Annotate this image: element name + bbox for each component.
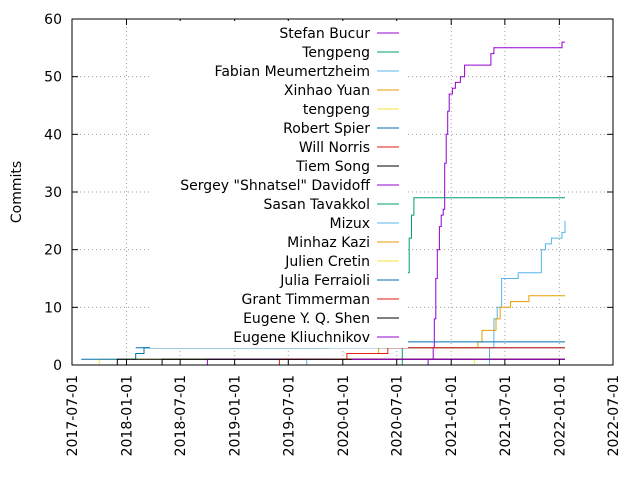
y-tick-label: 0 bbox=[53, 358, 62, 374]
series-line-12 bbox=[468, 358, 565, 366]
legend-label: Grant Timmerman bbox=[242, 292, 371, 308]
series-line-10 bbox=[234, 358, 565, 366]
legend-label: Sergey "Shnatsel" Davidoff bbox=[180, 178, 370, 194]
legend-label: Xinhao Yuan bbox=[284, 83, 370, 99]
series-line-0 bbox=[420, 41, 565, 366]
x-tick-label: 2018-07-01 bbox=[173, 375, 189, 456]
series-line-4 bbox=[81, 358, 565, 366]
series-line-7 bbox=[153, 358, 565, 366]
x-tick-label: 2021-07-01 bbox=[498, 375, 514, 456]
legend-label: Eugene Y. Q. Shen bbox=[243, 311, 370, 327]
legend-label: Mizux bbox=[330, 216, 370, 232]
y-axis-label: Commits bbox=[9, 161, 25, 223]
series-line-2 bbox=[482, 220, 566, 366]
x-tick-label: 2019-07-01 bbox=[281, 375, 297, 456]
y-tick-label: 10 bbox=[44, 300, 62, 316]
y-tick-label: 40 bbox=[44, 127, 62, 143]
legend-label: Robert Spier bbox=[283, 121, 370, 137]
x-tick-label: 2019-01-01 bbox=[228, 375, 244, 456]
legend-label: Julien Cretin bbox=[284, 254, 370, 270]
x-tick-label: 2022-07-01 bbox=[606, 375, 622, 456]
x-tick-label: 2022-01-01 bbox=[552, 375, 568, 456]
x-tick-label: 2018-01-01 bbox=[120, 375, 136, 456]
series-line-1 bbox=[397, 197, 565, 366]
axis-ticks: 0 10 20 30 40 50 60 2017-07-01 2018-01-01 2018-07… bbox=[44, 12, 622, 456]
x-tick-label: 2021-01-01 bbox=[444, 375, 460, 456]
legend-label: Eugene Kliuchnikov bbox=[233, 330, 370, 346]
y-tick-label: 30 bbox=[44, 185, 62, 201]
series-line-14 bbox=[198, 358, 565, 366]
y-tick-label: 60 bbox=[44, 12, 62, 28]
legend-label: Sasan Tavakkol bbox=[263, 197, 370, 213]
legend-label: Will Norris bbox=[299, 140, 370, 156]
legend-label: Tiem Song bbox=[295, 159, 370, 175]
legend-label: Fabian Meumertzheim bbox=[215, 64, 370, 80]
x-tick-label: 2020-01-01 bbox=[336, 375, 352, 456]
y-tick-label: 20 bbox=[44, 243, 62, 259]
legend-label: Stefan Bucur bbox=[279, 26, 370, 42]
legend-background bbox=[150, 21, 408, 348]
y-tick-label: 50 bbox=[44, 70, 62, 86]
x-tick-label: 2017-07-01 bbox=[65, 375, 81, 456]
series-line-5 bbox=[81, 347, 565, 360]
series-line-15 bbox=[81, 358, 565, 366]
series-line-6 bbox=[342, 347, 565, 360]
legend-label: Minhaz Kazi bbox=[287, 235, 370, 251]
legend-label: tengpeng bbox=[303, 102, 370, 118]
legend: Stefan Bucur Tengpeng Fabian Meumertzheim X… bbox=[150, 21, 408, 348]
legend-label: Julia Ferraioli bbox=[279, 273, 370, 289]
x-tick-label: 2020-07-01 bbox=[390, 375, 406, 456]
legend-label: Tengpeng bbox=[301, 45, 370, 61]
